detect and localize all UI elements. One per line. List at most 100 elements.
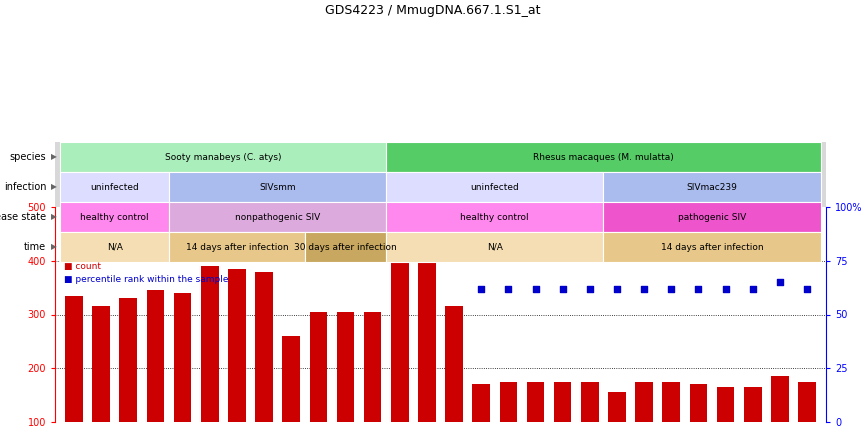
Bar — [201, 266, 218, 444]
Text: 30 days after infection: 30 days after infection — [294, 242, 397, 251]
Bar — [744, 387, 761, 444]
Bar — [391, 247, 409, 444]
Point — [121, 238, 135, 245]
Text: GSM440080: GSM440080 — [694, 145, 703, 191]
Text: GSM440074: GSM440074 — [531, 145, 540, 191]
Text: GSM440073: GSM440073 — [504, 145, 513, 191]
Text: GSM440069: GSM440069 — [395, 145, 404, 191]
Bar — [337, 312, 354, 444]
Point — [664, 285, 678, 292]
Bar — [608, 392, 626, 444]
Bar — [554, 382, 572, 444]
Bar — [228, 269, 246, 444]
Bar — [364, 312, 381, 444]
Text: uninfected: uninfected — [90, 182, 139, 191]
Text: GSM440061: GSM440061 — [178, 145, 187, 191]
Bar — [282, 336, 300, 444]
Text: ■ count: ■ count — [64, 262, 100, 271]
Point — [365, 240, 379, 247]
Text: infection: infection — [3, 182, 47, 192]
Text: Rhesus macaques (M. mulatta): Rhesus macaques (M. mulatta) — [533, 152, 674, 162]
Text: GSM440077: GSM440077 — [612, 145, 622, 191]
Text: GSM440062: GSM440062 — [205, 145, 214, 191]
Bar — [93, 306, 110, 444]
Text: GSM440058: GSM440058 — [97, 145, 106, 191]
Text: GSM440066: GSM440066 — [313, 145, 323, 191]
Text: disease state: disease state — [0, 212, 47, 222]
Point — [203, 236, 216, 243]
Text: GSM440060: GSM440060 — [151, 145, 160, 191]
Bar — [636, 382, 653, 444]
Text: GSM440068: GSM440068 — [368, 145, 377, 191]
Text: GSM440075: GSM440075 — [559, 145, 567, 191]
Text: ▶: ▶ — [51, 213, 56, 222]
Text: N/A: N/A — [487, 242, 503, 251]
Text: ▶: ▶ — [51, 242, 56, 251]
Point — [284, 246, 298, 254]
Text: GSM440084: GSM440084 — [803, 145, 811, 191]
Bar — [527, 382, 545, 444]
Point — [420, 236, 434, 243]
Text: N/A: N/A — [107, 242, 123, 251]
Bar — [65, 296, 83, 444]
Bar — [174, 293, 191, 444]
Point — [528, 285, 542, 292]
Point — [339, 240, 352, 247]
Point — [176, 240, 190, 247]
Point — [447, 238, 461, 245]
Point — [312, 240, 326, 247]
Point — [746, 285, 759, 292]
Text: GSM440064: GSM440064 — [260, 145, 268, 191]
Point — [149, 240, 163, 247]
Text: GSM440072: GSM440072 — [476, 145, 486, 191]
Text: healthy control: healthy control — [461, 213, 529, 222]
Text: GSM440079: GSM440079 — [667, 145, 675, 191]
Text: GSM440078: GSM440078 — [640, 145, 649, 191]
Text: uninfected: uninfected — [470, 182, 520, 191]
Text: GSM440059: GSM440059 — [124, 145, 132, 191]
Bar — [309, 312, 327, 444]
Text: GSM440067: GSM440067 — [341, 145, 350, 191]
Point — [556, 285, 570, 292]
Text: time: time — [24, 242, 47, 252]
Bar — [771, 377, 789, 444]
Point — [94, 240, 108, 247]
Text: pathogenic SIV: pathogenic SIV — [678, 213, 746, 222]
Point — [800, 285, 814, 292]
Text: 14 days after infection: 14 days after infection — [185, 242, 288, 251]
Text: SIVsmm: SIVsmm — [259, 182, 296, 191]
Bar — [662, 382, 680, 444]
Bar — [146, 290, 165, 444]
Text: Sooty manabeys (C. atys): Sooty manabeys (C. atys) — [165, 152, 281, 162]
Text: GSM440083: GSM440083 — [775, 145, 785, 191]
Text: GDS4223 / MmugDNA.667.1.S1_at: GDS4223 / MmugDNA.667.1.S1_at — [326, 4, 540, 17]
Point — [773, 279, 787, 286]
Text: ■ percentile rank within the sample: ■ percentile rank within the sample — [64, 275, 228, 284]
Point — [719, 285, 733, 292]
Bar — [581, 382, 598, 444]
Text: GSM440070: GSM440070 — [423, 145, 431, 191]
Text: nonpathogenic SIV: nonpathogenic SIV — [235, 213, 320, 222]
Bar — [445, 306, 463, 444]
Point — [475, 285, 488, 292]
Bar — [472, 385, 490, 444]
Bar — [500, 382, 517, 444]
Bar — [689, 385, 708, 444]
Point — [610, 285, 624, 292]
Point — [393, 231, 407, 238]
Bar — [717, 387, 734, 444]
Point — [67, 236, 81, 243]
Text: ▶: ▶ — [51, 152, 56, 162]
Text: GSM440082: GSM440082 — [748, 145, 757, 191]
Text: species: species — [10, 152, 47, 162]
Point — [501, 285, 515, 292]
Text: SIVmac239: SIVmac239 — [687, 182, 738, 191]
Point — [637, 285, 651, 292]
Text: GSM440063: GSM440063 — [232, 145, 242, 191]
Text: GSM440071: GSM440071 — [449, 145, 459, 191]
Point — [583, 285, 597, 292]
Text: GSM440076: GSM440076 — [585, 145, 594, 191]
Bar — [255, 271, 273, 444]
Text: healthy control: healthy control — [81, 213, 149, 222]
Text: 14 days after infection: 14 days after infection — [661, 242, 763, 251]
